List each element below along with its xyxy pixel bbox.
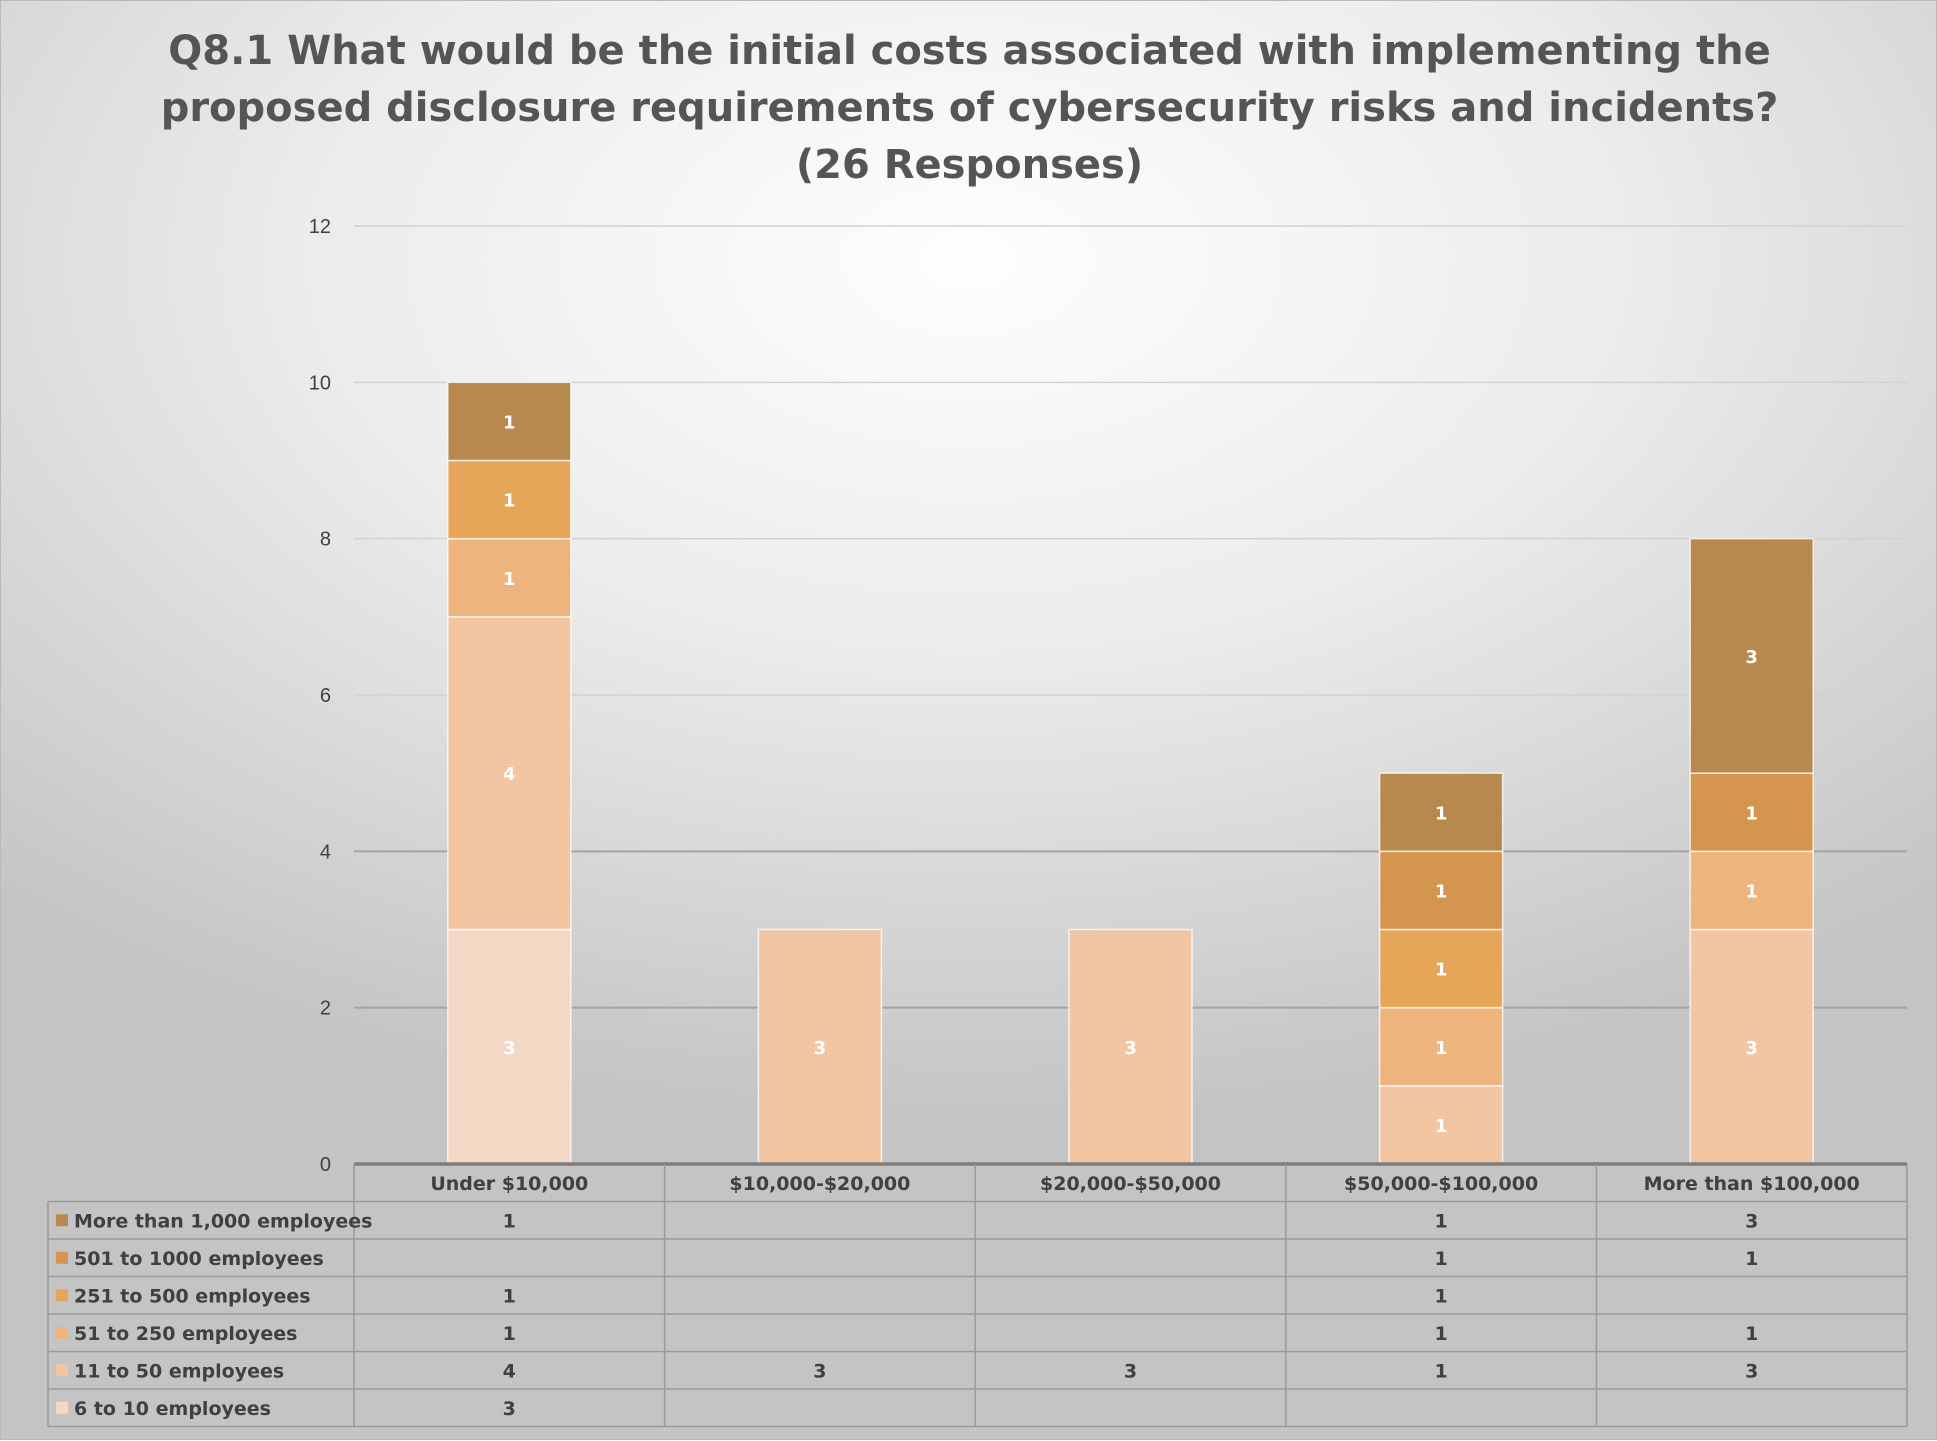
bar-segment xyxy=(1378,928,1504,1009)
data-label: 1 xyxy=(1435,960,1448,981)
bar-segment xyxy=(1689,928,1814,1165)
legend-swatch xyxy=(56,1326,68,1339)
y-tick-label: 8 xyxy=(320,529,331,551)
legend-label: 501 to 1000 employees xyxy=(74,1248,324,1270)
data-label: 3 xyxy=(1745,647,1758,668)
table-cell-value: 3 xyxy=(503,1398,516,1420)
table-cell-value: 1 xyxy=(1434,1323,1447,1345)
table-cell-value: 3 xyxy=(1124,1360,1137,1382)
legend-swatch xyxy=(56,1364,68,1377)
y-tick-label: 0 xyxy=(320,1154,331,1176)
table-cell-value: 1 xyxy=(503,1323,516,1345)
data-label: 3 xyxy=(1745,1038,1758,1059)
bar-segment xyxy=(1378,850,1504,931)
y-tick-label: 6 xyxy=(320,685,331,707)
data-label: 1 xyxy=(1745,881,1758,902)
table-cell-value: 1 xyxy=(1434,1248,1447,1270)
bar-segment xyxy=(447,616,572,931)
chart-title-line-2: proposed disclosure requirements of cybe… xyxy=(160,85,1779,131)
data-label: 1 xyxy=(503,412,516,433)
bar-segment xyxy=(447,928,572,1165)
table-cell-value: 3 xyxy=(813,1360,826,1382)
data-label: 1 xyxy=(1435,803,1448,824)
chart-title-line-1: Q8.1 What would be the initial costs ass… xyxy=(168,28,1771,74)
data-label: 1 xyxy=(503,569,516,590)
legend-label: More than 1,000 employees xyxy=(74,1210,372,1232)
chart-title-line-3: (26 Responses) xyxy=(795,142,1144,188)
table-cell-value: 3 xyxy=(1745,1360,1758,1382)
y-tick-label: 2 xyxy=(320,998,331,1020)
bar-segment xyxy=(447,381,572,462)
data-label: 1 xyxy=(1435,1116,1448,1137)
bar-segment xyxy=(1689,537,1814,774)
bar-segment xyxy=(1689,850,1814,931)
y-tick-label: 12 xyxy=(309,216,331,238)
table-cell-value: 1 xyxy=(503,1285,516,1307)
table-cell-value: 1 xyxy=(1434,1360,1447,1382)
x-category-label: More than $100,000 xyxy=(1644,1173,1860,1195)
x-category-label: Under $10,000 xyxy=(430,1173,588,1195)
bar-segment xyxy=(447,537,572,618)
data-label: 3 xyxy=(503,1038,516,1059)
bar-segment xyxy=(447,459,572,540)
data-label: 1 xyxy=(1435,1038,1448,1059)
x-category-label: $50,000-$100,000 xyxy=(1344,1173,1538,1195)
data-label: 1 xyxy=(1435,881,1448,902)
data-label: 3 xyxy=(814,1038,827,1059)
table-cell-value: 4 xyxy=(503,1360,516,1382)
legend-label: 251 to 500 employees xyxy=(74,1285,311,1307)
table-cell-value: 1 xyxy=(1745,1323,1758,1345)
legend-swatch xyxy=(56,1214,68,1227)
table-cell-value: 1 xyxy=(503,1210,516,1232)
legend-swatch xyxy=(56,1289,68,1302)
bar-segment xyxy=(757,928,883,1165)
data-label: 1 xyxy=(503,491,516,512)
y-tick-label: 4 xyxy=(320,841,331,863)
data-label: 3 xyxy=(1124,1038,1137,1059)
bar-segment xyxy=(1378,1006,1504,1087)
legend-swatch xyxy=(56,1251,68,1264)
chart-title: Q8.1 What would be the initial costs ass… xyxy=(1,23,1937,194)
x-category-label: $20,000-$50,000 xyxy=(1040,1173,1221,1195)
legend-label: 6 to 10 employees xyxy=(74,1398,271,1420)
data-label: 4 xyxy=(503,764,516,785)
bar-segment xyxy=(1378,1085,1504,1165)
y-tick-label: 10 xyxy=(309,372,331,394)
legend-label: 11 to 50 employees xyxy=(74,1360,284,1382)
table-cell-value: 1 xyxy=(1434,1210,1447,1232)
legend-swatch xyxy=(56,1401,68,1414)
bar-segment xyxy=(1068,928,1193,1165)
bar-segment xyxy=(1378,772,1504,853)
table-cell-value: 1 xyxy=(1745,1248,1758,1270)
x-category-label: $10,000-$20,000 xyxy=(729,1173,910,1195)
data-label: 1 xyxy=(1745,803,1758,824)
table-cell-value: 1 xyxy=(1434,1285,1447,1307)
legend-label: 51 to 250 employees xyxy=(74,1323,297,1345)
bar-segment xyxy=(1689,772,1814,853)
table-cell-value: 3 xyxy=(1745,1210,1758,1232)
